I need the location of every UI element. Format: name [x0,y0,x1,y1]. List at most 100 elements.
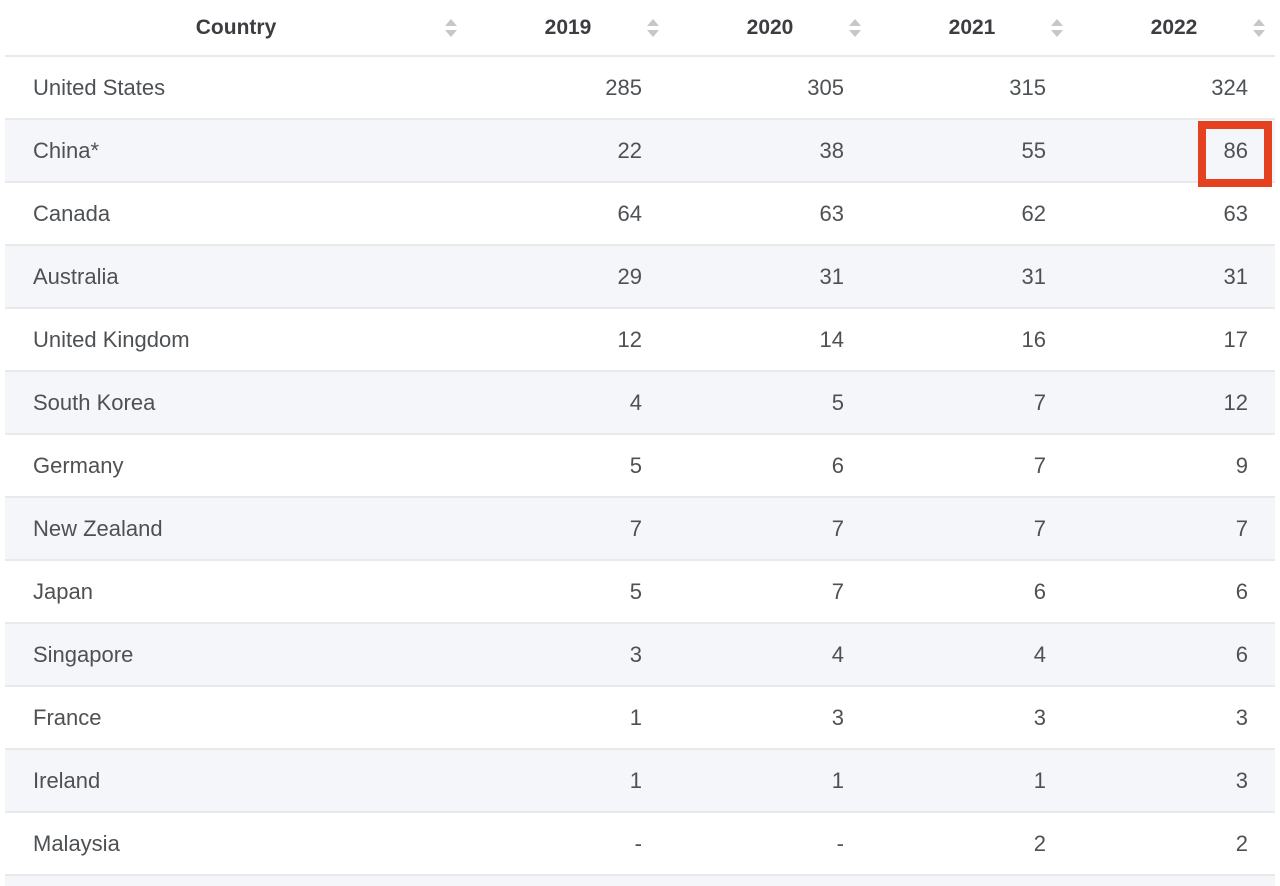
value-cell: 12 [1073,372,1275,435]
value-cell: 63 [1073,183,1275,246]
value-cell: 7 [467,498,669,561]
value-text: 324 [1211,74,1248,100]
value-text: 38 [819,137,844,163]
value-text: 3 [1235,767,1248,793]
value-text: 29 [617,263,642,289]
value-cell: 31 [1073,246,1275,309]
value-text: 315 [1009,74,1046,100]
value-text: 3 [831,704,844,730]
value-text: 31 [1223,263,1248,289]
value-cell: 64 [467,183,669,246]
column-header-2020[interactable]: 2020 [669,0,871,57]
value-cell: 6 [871,561,1073,624]
sort-down-icon [1051,29,1063,37]
column-header-2021[interactable]: 2021 [871,0,1073,57]
value-text: 62 [1021,200,1046,226]
value-text: 12 [617,326,642,352]
value-cell: 3 [871,687,1073,750]
sort-arrows-icon[interactable] [1253,18,1265,37]
column-header-label: 2019 [544,15,592,39]
country-cell: United Kingdom [5,309,467,372]
value-cell: 324 [1073,57,1275,120]
column-header-country[interactable]: Country [5,0,467,57]
value-text: 1 [629,767,642,793]
value-text: 16 [1021,326,1046,352]
value-cell: 5 [467,561,669,624]
sort-up-icon [647,18,659,26]
table-row: United States 285 305 315 324 [5,57,1275,120]
value-cell: 7 [669,498,871,561]
value-text: 12 [1223,389,1248,415]
value-text: 4 [1033,641,1046,667]
value-cell: 1 [467,687,669,750]
value-text: 4 [629,389,642,415]
value-text: 5 [629,578,642,604]
value-cell: 3 [669,687,871,750]
value-text: 5 [629,452,642,478]
value-text: 305 [807,74,844,100]
value-text: 3 [1033,704,1046,730]
column-header-label: 2022 [1150,15,1198,39]
value-text: 31 [819,263,844,289]
value-text: 7 [1033,452,1046,478]
partial-next-row [5,876,1275,886]
value-text: 3 [629,641,642,667]
value-text: - [836,830,844,856]
table-row: New Zealand 7 7 7 7 [5,498,1275,561]
value-text: 7 [629,515,642,541]
table-row: Canada 64 63 62 63 [5,183,1275,246]
sort-arrows-icon[interactable] [849,18,861,37]
value-cell: 2 [1073,813,1275,876]
column-header-2019[interactable]: 2019 [467,0,669,57]
country-cell: France [5,687,467,750]
value-text: 6 [1235,578,1248,604]
value-cell: 7 [871,372,1073,435]
value-text: 2 [1033,830,1046,856]
value-cell: 7 [1073,498,1275,561]
value-cell: 6 [1073,624,1275,687]
country-cell: Ireland [5,750,467,813]
column-header-2022[interactable]: 2022 [1073,0,1275,57]
value-text: - [634,830,642,856]
value-cell: 1 [467,750,669,813]
table-row: Australia 29 31 31 31 [5,246,1275,309]
value-cell: 7 [871,498,1073,561]
country-cell: Japan [5,561,467,624]
header-row: Country 2019 2020 2021 2022 [5,0,1275,57]
value-text: 55 [1021,137,1046,163]
country-cell: China* [5,120,467,183]
value-cell: 7 [669,561,871,624]
value-cell: 6 [669,435,871,498]
country-cell: New Zealand [5,498,467,561]
value-cell: 3 [1073,750,1275,813]
sort-arrows-icon[interactable] [1051,18,1063,37]
sort-up-icon [849,18,861,26]
sort-down-icon [647,29,659,37]
sort-up-icon [1051,18,1063,26]
column-header-label: 2021 [948,15,996,39]
country-cell: Singapore [5,624,467,687]
value-cell: 62 [871,183,1073,246]
value-cell: 3 [1073,687,1275,750]
country-cell: United States [5,57,467,120]
value-text: 2 [1235,830,1248,856]
value-cell: 22 [467,120,669,183]
table-row: Malaysia - - 2 2 [5,813,1275,876]
sort-arrows-icon[interactable] [445,18,457,37]
value-text: 9 [1235,452,1248,478]
value-text: 5 [831,389,844,415]
value-cell: 63 [669,183,871,246]
value-cell: 16 [871,309,1073,372]
value-cell: 6 [1073,561,1275,624]
value-text: 7 [1033,515,1046,541]
value-cell: 9 [1073,435,1275,498]
value-text: 4 [831,641,844,667]
value-text: 6 [1033,578,1046,604]
table-row: China* 22 38 55 86 [5,120,1275,187]
value-text: 63 [819,200,844,226]
value-text: 63 [1223,200,1248,226]
value-cell: 17 [1073,309,1275,372]
value-text: 17 [1223,326,1248,352]
sort-arrows-icon[interactable] [647,18,659,37]
